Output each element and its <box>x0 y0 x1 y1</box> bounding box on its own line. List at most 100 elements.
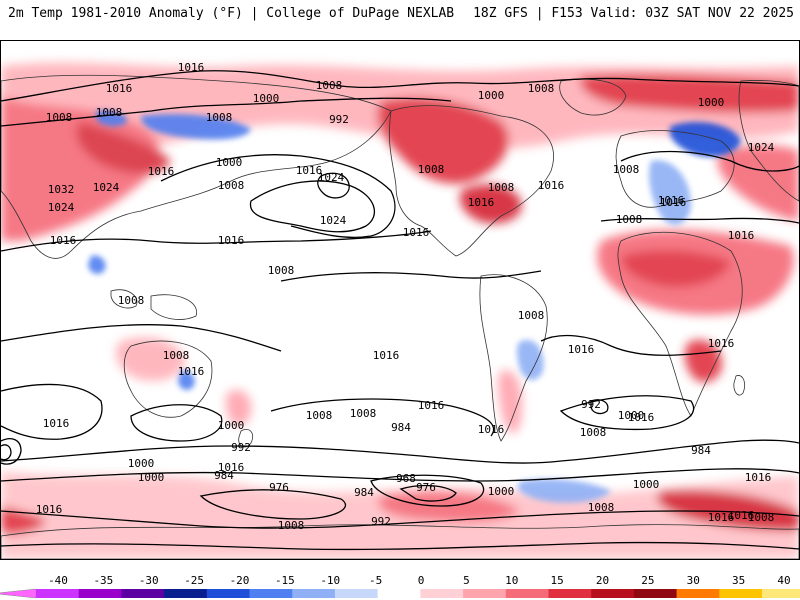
isobar-label: 1008 <box>278 519 305 532</box>
header: 2m Temp 1981-2010 Anomaly (°F) | College… <box>0 0 800 38</box>
isobar-label: 1016 <box>218 234 245 247</box>
isobar-label: 1008 <box>418 163 445 176</box>
isobar-label: 1000 <box>138 471 165 484</box>
isobar-label: 992 <box>581 398 601 411</box>
colorbar-segment <box>762 589 800 598</box>
isobar-label: 1000 <box>618 409 645 422</box>
colorbar: -40 -35 -30 -25 -20 -15 -10 -5 0 5 10 15 20 25 30 35 40 <box>0 560 800 600</box>
colorbar-tick-label: 35 <box>732 574 745 587</box>
colorbar-segment <box>206 589 251 598</box>
colorbar-tick-label: -40 <box>48 574 68 587</box>
isobar-label: 984 <box>214 469 234 482</box>
colorbar-tick-label: -20 <box>230 574 250 587</box>
isobar-label: 976 <box>416 481 436 494</box>
isobar-label: 1000 <box>128 457 155 470</box>
colorbar-segment <box>548 589 592 598</box>
isobar-label: 1000 <box>478 89 505 102</box>
colorbar-segment <box>292 589 336 598</box>
isobar-label: 1032 <box>48 183 75 196</box>
colorbar-tick-label: 30 <box>687 574 700 587</box>
isobar-label: 1016 <box>745 471 772 484</box>
isobar-label: 984 <box>391 421 411 434</box>
isobar-label: 1016 <box>478 423 505 436</box>
isobar-label: 1008 <box>588 501 615 514</box>
colorbar-segment <box>121 589 165 598</box>
isobar-label: 1016 <box>538 179 565 192</box>
colorbar-segment <box>633 589 678 598</box>
isobar-label: 1008 <box>488 181 515 194</box>
isobar-label: 1008 <box>616 213 643 226</box>
isobar-label: 1016 <box>468 196 495 209</box>
colorbar-tick-label: 5 <box>463 574 470 587</box>
coastlines <box>1 74 799 559</box>
isobar-label: 1008 <box>268 264 295 277</box>
isobar-label: 1016 <box>296 164 323 177</box>
isobar-label: 1008 <box>218 179 245 192</box>
colorbar-segment <box>463 589 507 598</box>
colorbar-segment <box>334 589 379 598</box>
isobar-label: 1000 <box>633 478 660 491</box>
isobar-label: 1016 <box>148 165 175 178</box>
isobar-label: 1016 <box>418 399 445 412</box>
isobar-label: 992 <box>371 515 391 528</box>
map-panel: 1016 1016 1008 1008 1000 1008 1000 992 1008 1000 1… <box>0 40 800 560</box>
isobar-label: 1016 <box>660 196 687 209</box>
isobar-label: 1008 <box>748 511 775 524</box>
isobar-label: 1000 <box>253 92 280 105</box>
isobars <box>1 70 799 551</box>
isobar-label: 1016 <box>178 365 205 378</box>
colorbar-graphic: -40 -35 -30 -25 -20 -15 -10 -5 0 5 10 15 20 25 30 35 40 <box>0 574 800 599</box>
colorbar-tick-label: -5 <box>369 574 382 587</box>
isobar-label: 1016 <box>106 82 133 95</box>
isobar-label: 1008 <box>580 426 607 439</box>
isobar-label: 984 <box>354 486 374 499</box>
isobar-label: 1016 <box>708 337 735 350</box>
isobar-label: 1008 <box>528 82 555 95</box>
isobar-label: 976 <box>269 481 289 494</box>
colorbar-tick-label: -15 <box>275 574 295 587</box>
colorbar-segment <box>36 589 80 598</box>
isobar-label: 1024 <box>748 141 775 154</box>
map-title: 2m Temp 1981-2010 Anomaly (°F) | College… <box>8 6 455 21</box>
isobar-label: 1024 <box>93 181 120 194</box>
isobar-label: 1008 <box>96 106 123 119</box>
colorbar-tick-label: -10 <box>320 574 340 587</box>
isobar-label: 1016 <box>218 461 245 474</box>
isobar-label: 1008 <box>163 349 190 362</box>
isobar-label: 1024 <box>320 214 347 227</box>
run-info: 18Z GFS | F153 Valid: 03Z SAT NOV 22 202… <box>473 6 794 21</box>
isobar-label: 1016 <box>43 417 70 430</box>
colorbar-tick-label: 0 <box>418 574 425 587</box>
isobar-label: 1016 <box>708 511 735 524</box>
colorbar-tick-label: 10 <box>505 574 518 587</box>
colorbar-segment <box>164 589 208 598</box>
colorbar-tick-label: -35 <box>93 574 113 587</box>
isobar-label: 1000 <box>216 156 243 169</box>
isobar-label: 1008 <box>350 407 377 420</box>
isobar-label: 1016 <box>728 229 755 242</box>
cold-anomaly-shading <box>88 110 741 503</box>
colorbar-tick-label: -25 <box>184 574 204 587</box>
isobar-label: 1000 <box>488 485 515 498</box>
isobar-label: 1008 <box>518 309 545 322</box>
isobar-label: 1016 <box>728 509 755 522</box>
isobar-label: 1000 <box>218 419 245 432</box>
colorbar-tick-label: -30 <box>139 574 159 587</box>
isobar-label: 968 <box>396 472 416 485</box>
colorbar-segment <box>249 589 293 598</box>
colorbar-segment <box>719 589 763 598</box>
colorbar-tick-label: 25 <box>641 574 654 587</box>
isobar-label: 1008 <box>613 163 640 176</box>
colorbar-segment <box>420 589 464 598</box>
isobar-label: 992 <box>329 113 349 126</box>
isobar-label: 992 <box>231 441 251 454</box>
colorbar-segment <box>591 589 635 598</box>
isobar-label: 984 <box>691 444 711 457</box>
isobar-label: 1008 <box>206 111 233 124</box>
colorbar-segment <box>78 589 122 598</box>
colorbar-tick-label: 20 <box>596 574 609 587</box>
isobar-label: 1016 <box>628 411 655 424</box>
colorbar-tick-label: 40 <box>777 574 790 587</box>
colorbar-segment <box>676 589 720 598</box>
